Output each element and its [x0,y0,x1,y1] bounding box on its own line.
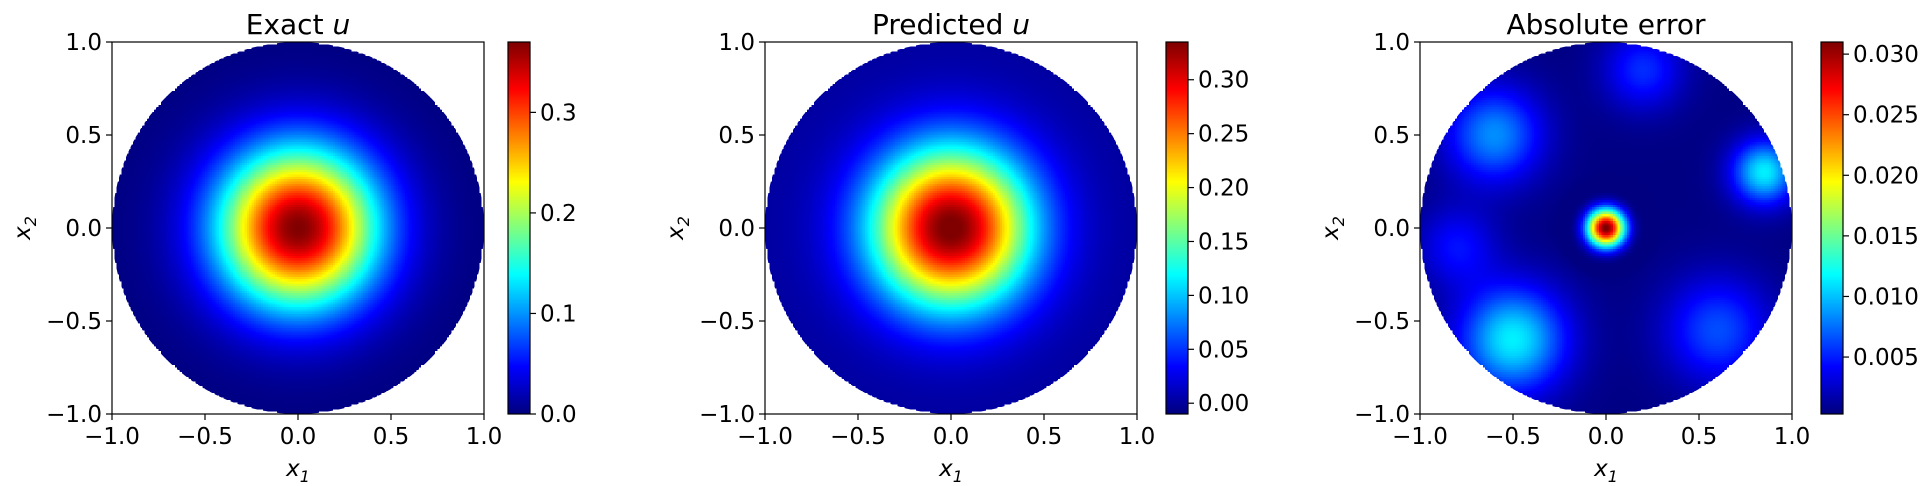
y-axis-label: x2 [663,216,693,241]
chart-title: Predicted u [872,8,1030,41]
panel-2: −1.0 −0.5 0.0 0.5 1.0 −1.0 −0.5 0.0 0.5 1.0 Predic… [663,8,1249,486]
colorbar-gradient [1166,42,1188,414]
y-axis-label: x2 [1318,216,1348,241]
y-tick-label: 0.5 [65,123,102,149]
y-tick-label: 1.0 [1373,30,1410,56]
x-axis-label: x1 [938,456,963,486]
y-tick-label: −0.5 [1354,309,1410,335]
x-tick-label: 0.0 [1588,424,1625,450]
x-tick-label: −1.0 [84,424,140,450]
x-tick-label: −0.5 [177,424,233,450]
chart-title-text: Predicted [872,8,1012,41]
chart-title-text: Absolute error [1506,8,1706,41]
colorbar-gradient [1821,42,1843,414]
chart-title-variable: u [332,8,350,41]
y-tick-label: 1.0 [65,30,102,56]
y-tick-label: −1.0 [699,402,755,428]
panel-1: −1.0 −0.5 0.0 0.5 1.0 −1.0 −0.5 0.0 0.5 1.0 Exact … [10,8,577,486]
colorbar-tick-label: 0.05 [1198,337,1249,363]
y-tick-label: −1.0 [1354,402,1410,428]
panel-3: −1.0 −0.5 0.0 0.5 1.0 −1.0 −0.5 0.0 0.5 1.0 Absolu… [1318,8,1919,486]
x-tick-label: 1.0 [1774,424,1811,450]
colorbar: 0.00 0.05 0.10 0.15 0.20 0.25 0.30 [1165,41,1249,417]
colorbar-frame [507,41,531,415]
y-tick-label: 0.0 [1373,216,1410,242]
colorbar-tick-label: 0.010 [1853,284,1919,310]
x-axis-label: x1 [1593,456,1618,486]
colorbar-tick-label: 0.20 [1198,176,1249,202]
colorbar-tick-label: 0.005 [1853,345,1919,371]
x-tick-label: −0.5 [1485,424,1541,450]
y-tick-label: 0.0 [718,216,755,242]
heatmap-disk [765,42,1137,414]
y-tick-label: 0.5 [718,123,755,149]
x-tick-label: −1.0 [737,424,793,450]
y-tick-label: −0.5 [699,309,755,335]
heatmap-disk [112,42,484,414]
x-tick-label: 0.5 [1681,424,1718,450]
x-tick-label: 0.0 [933,424,970,450]
colorbar-tick-label: 0.015 [1853,224,1919,250]
heatmap-disk [1420,42,1792,414]
colorbar-tick-label: 0.0 [540,402,577,428]
chart-title: Absolute error [1506,8,1706,41]
y-tick-label: −1.0 [46,402,102,428]
x-tick-label: 1.0 [1119,424,1156,450]
colorbar-tick-label: 0.025 [1853,103,1919,129]
y-axis-label: x2 [10,216,40,241]
y-tick-label: 0.5 [1373,123,1410,149]
chart-title-text: Exact [246,8,333,41]
colorbar-tick-label: 0.15 [1198,229,1249,255]
colorbar-tick-label: 0.00 [1198,391,1249,417]
colorbar-tick-label: 0.30 [1198,68,1249,94]
colorbar-frame [1165,41,1189,415]
x-tick-label: −1.0 [1392,424,1448,450]
colorbar-tick-label: 0.020 [1853,163,1919,189]
colorbar-tick-label: 0.25 [1198,122,1249,148]
x-axis-label: x1 [285,456,310,486]
colorbar-tick-label: 0.2 [540,201,577,227]
colorbar-gradient [508,42,530,414]
colorbar-tick-label: 0.10 [1198,283,1249,309]
colorbar: 0.005 0.010 0.015 0.020 0.025 0.030 [1820,41,1919,415]
colorbar-tick-label: 0.1 [540,301,577,327]
colorbar: 0.0 0.1 0.2 0.3 [507,41,577,428]
colorbar-frame [1820,41,1844,415]
x-tick-label: 1.0 [466,424,503,450]
x-tick-label: 0.5 [1026,424,1063,450]
x-tick-label: 0.0 [280,424,317,450]
colorbar-tick-label: 0.030 [1853,42,1919,68]
x-tick-label: 0.5 [373,424,410,450]
colorbar-tick-label: 0.3 [540,100,577,126]
chart-title: Exact u [246,8,350,41]
chart-title-variable: u [1012,8,1030,41]
x-tick-label: −0.5 [830,424,886,450]
y-tick-label: 1.0 [718,30,755,56]
y-tick-label: 0.0 [65,216,102,242]
y-tick-label: −0.5 [46,309,102,335]
